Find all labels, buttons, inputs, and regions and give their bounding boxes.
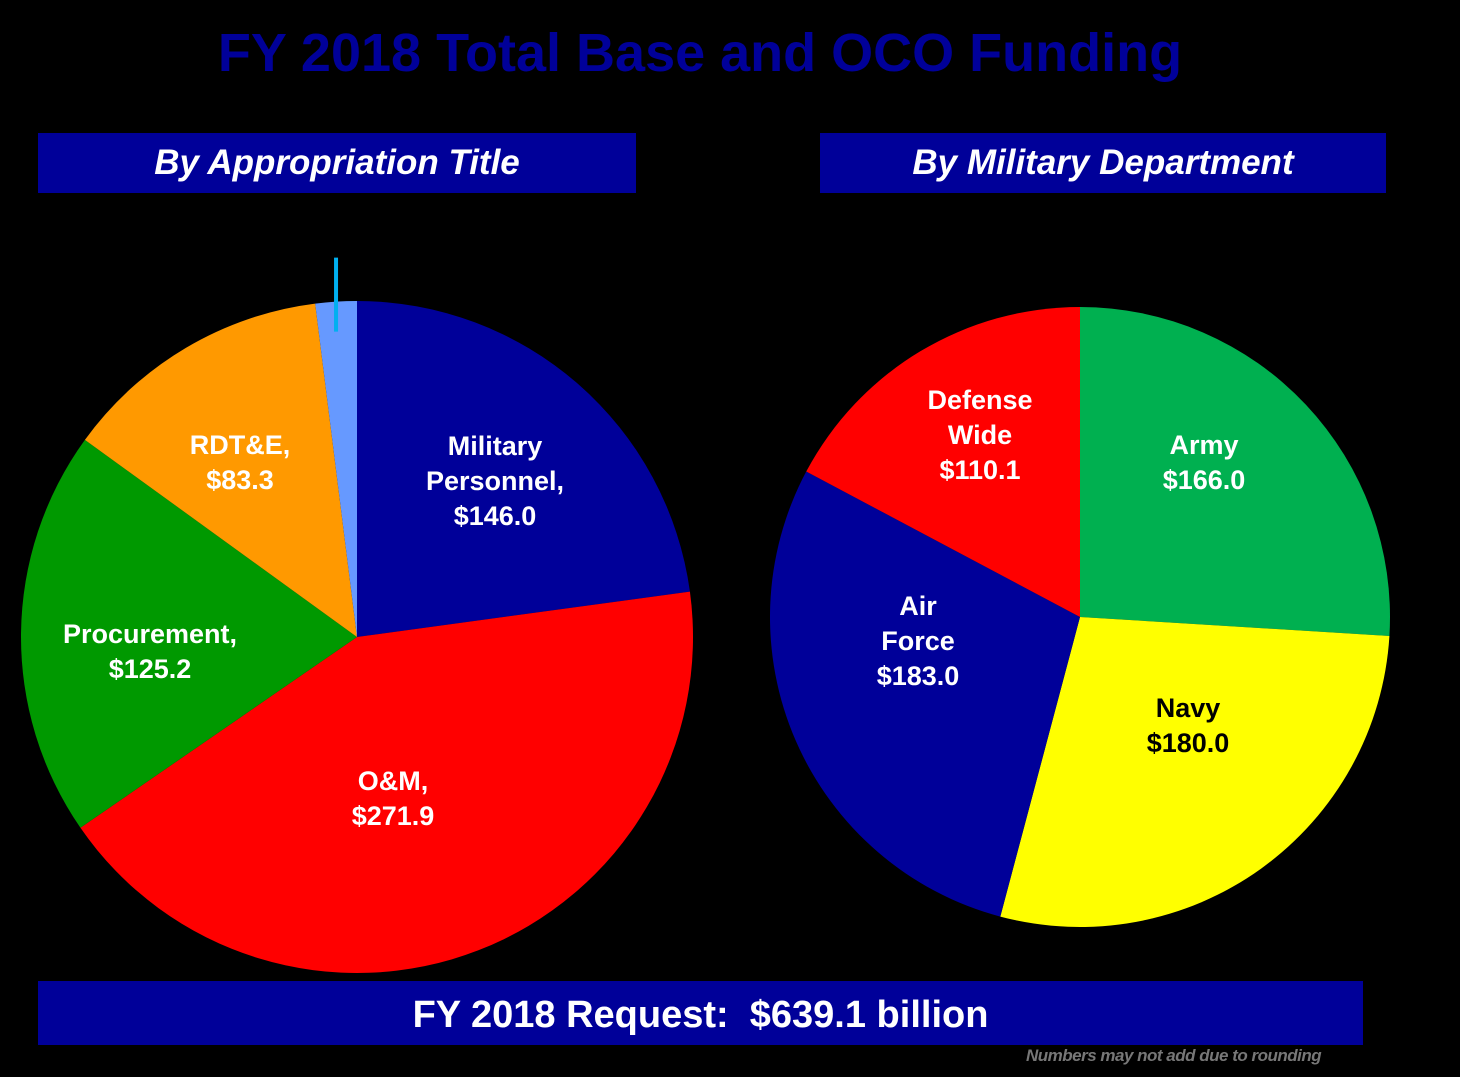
slice-label: RDT&E, bbox=[190, 430, 291, 460]
rounding-note: Numbers may not add due to rounding bbox=[1026, 1046, 1322, 1065]
right-chart-title: By Military Department bbox=[820, 133, 1386, 193]
slice-label: $271.9 bbox=[352, 801, 435, 831]
slice-label: $180.0 bbox=[1147, 728, 1230, 758]
pie-slice bbox=[770, 471, 1080, 917]
slice-label: Army bbox=[1169, 430, 1238, 460]
slice-label: $166.0 bbox=[1163, 465, 1246, 495]
slice-label: Procurement, bbox=[63, 619, 237, 649]
slice-label: $83.3 bbox=[206, 465, 274, 495]
total-request-banner: FY 2018 Request: $639.1 billion bbox=[38, 981, 1363, 1045]
slice-label: $146.0 bbox=[454, 501, 537, 531]
left-chart-title: By Appropriation Title bbox=[38, 133, 636, 193]
slice-label: Force bbox=[881, 626, 955, 656]
slice-label: Navy bbox=[1156, 693, 1221, 723]
slice-label: Military bbox=[448, 431, 543, 461]
slice-label: Defense bbox=[927, 385, 1032, 415]
slice-label: Personnel, bbox=[426, 466, 564, 496]
slice-label: Wide bbox=[948, 420, 1012, 450]
pie-slice bbox=[1000, 617, 1390, 927]
pie-slice bbox=[84, 303, 357, 637]
pie-slice bbox=[80, 591, 694, 973]
slice-label: O&M, bbox=[358, 766, 429, 796]
slice-label: $125.2 bbox=[109, 654, 192, 684]
pie-slice bbox=[20, 439, 357, 828]
page-title: FY 2018 Total Base and OCO Funding bbox=[217, 23, 1183, 83]
slice-label: $183.0 bbox=[877, 661, 960, 691]
pie-slice bbox=[806, 307, 1080, 617]
pie-slice bbox=[315, 301, 357, 637]
pie-slice bbox=[1080, 307, 1391, 636]
slice-label: Air bbox=[899, 591, 937, 621]
slice-label: $110.1 bbox=[939, 455, 1020, 485]
pie-slice bbox=[357, 301, 690, 637]
